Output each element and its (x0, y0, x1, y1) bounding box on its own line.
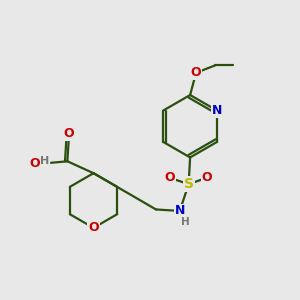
Text: O: O (202, 171, 212, 184)
Text: N: N (212, 104, 222, 117)
Text: O: O (191, 66, 201, 79)
Text: H: H (40, 156, 49, 166)
Text: H: H (181, 217, 189, 227)
Text: O: O (164, 171, 175, 184)
Text: S: S (184, 177, 194, 191)
Text: O: O (29, 157, 40, 170)
Text: O: O (64, 127, 74, 140)
Text: N: N (175, 204, 185, 218)
Text: O: O (88, 221, 99, 234)
